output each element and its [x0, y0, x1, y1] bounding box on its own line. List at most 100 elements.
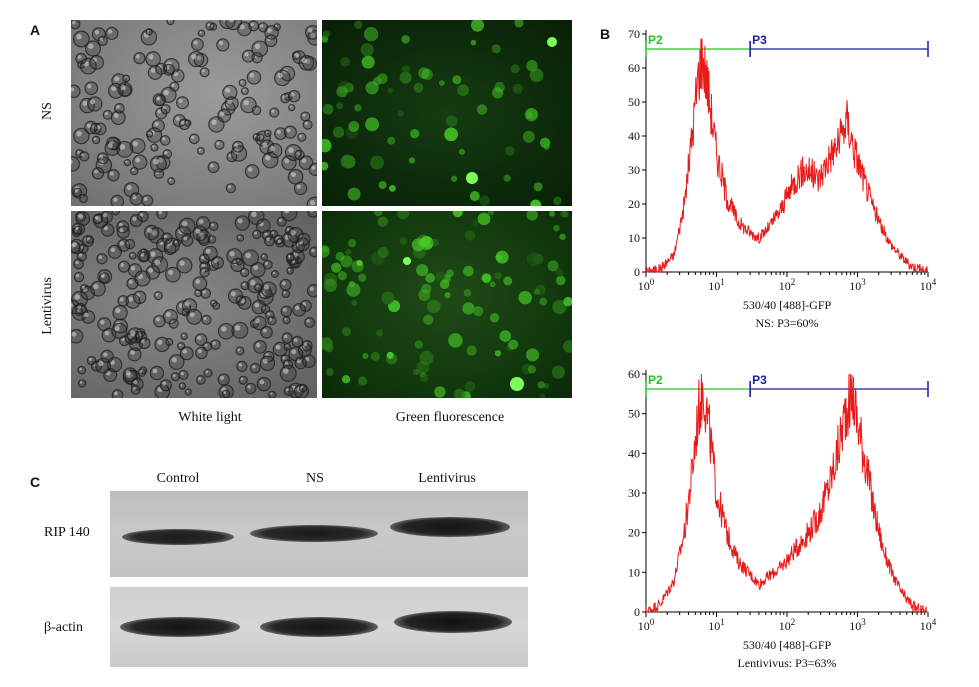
fluor-cell [499, 330, 512, 342]
fluor-cell [322, 103, 334, 115]
fluor-cell [448, 333, 463, 348]
x-tick-label: 101 [708, 617, 725, 633]
cell-highlight [93, 137, 97, 141]
cell-highlight [240, 80, 243, 84]
fluor-cell [354, 104, 362, 112]
fluor-cell [470, 39, 477, 46]
cell-highlight [115, 308, 121, 314]
fluor-cell [489, 281, 496, 288]
y-tick-label: 60 [628, 367, 640, 381]
cell-mark [246, 70, 262, 85]
cell-mark [75, 52, 88, 65]
cell-highlight [148, 267, 154, 273]
cell-highlight [168, 20, 171, 22]
cell-highlight [290, 92, 295, 97]
cell-highlight [255, 342, 261, 348]
cell-mark [203, 368, 213, 378]
micrograph-white-light-ns [71, 20, 317, 206]
cell-highlight [230, 291, 236, 297]
cell-mark [75, 302, 87, 315]
cell-highlight [199, 31, 202, 34]
cell-highlight [205, 370, 209, 374]
fluor-cell [489, 313, 500, 323]
lane-label-ns: NS [306, 471, 324, 486]
cell-highlight [216, 141, 220, 146]
cell-highlight [278, 218, 282, 222]
cell-highlight [213, 258, 218, 263]
cell-mark [276, 216, 287, 227]
fluor-cell [423, 314, 434, 325]
cell-mark [92, 213, 103, 225]
cell-mark [202, 341, 213, 352]
fluor-cell [526, 211, 538, 221]
gate-label-p3: P3 [752, 373, 767, 387]
cell-highlight [180, 372, 184, 376]
fluor-cell [508, 339, 519, 350]
cell-highlight [282, 95, 286, 99]
cell-highlight [281, 281, 286, 286]
cell-mark [190, 37, 204, 51]
fluor-cell [543, 383, 549, 389]
cell-highlight [304, 121, 308, 125]
cell-highlight [183, 236, 188, 241]
cell-highlight [283, 368, 289, 374]
y-tick-label: 40 [628, 129, 640, 143]
cell-mark [112, 304, 128, 321]
fluor-cell [530, 199, 542, 206]
cell-highlight [103, 226, 109, 231]
cell-mark [253, 340, 267, 354]
cell-mark [172, 238, 181, 247]
cell-highlight [172, 374, 176, 377]
fluor-cell [336, 86, 348, 98]
cell-mark [216, 38, 230, 52]
cell-mark [197, 29, 206, 37]
cell-highlight [218, 41, 224, 46]
cell-highlight [94, 169, 99, 174]
cell-highlight [175, 116, 180, 121]
cell-mark [129, 214, 143, 228]
fluor-cell [444, 127, 458, 142]
fluor-cell [414, 340, 423, 349]
cell-mark [100, 211, 113, 224]
cell-mark [261, 151, 279, 169]
white-light-lentivirus-cells [71, 211, 317, 398]
cell-mark [301, 339, 313, 352]
cell-mark [154, 94, 166, 106]
cell-highlight [155, 293, 159, 296]
cell-highlight [198, 148, 202, 152]
fluor-cell [525, 108, 538, 121]
bright-fluor-cell [466, 172, 478, 184]
histogram-series-0 [645, 373, 928, 613]
cell-highlight [262, 254, 265, 258]
cell-mark [244, 164, 260, 179]
cell-mark [300, 111, 311, 122]
row-label-ns: NS [40, 102, 55, 120]
cell-highlight [296, 151, 300, 156]
cell-highlight [284, 158, 290, 164]
cell-highlight [154, 259, 161, 266]
fluor-cell [514, 20, 524, 28]
cell-highlight [265, 131, 268, 134]
fluor-cell [522, 130, 535, 143]
cell-mark [170, 372, 180, 382]
fluor-cell [348, 120, 360, 132]
cell-highlight [143, 32, 150, 38]
cell-highlight [171, 357, 177, 363]
fluor-cell [374, 211, 383, 217]
fluor-cell [421, 68, 433, 81]
fluor-cell [331, 262, 342, 273]
cell-highlight [290, 172, 296, 178]
x-tick-label: 102 [779, 277, 796, 293]
cell-mark [117, 81, 133, 98]
fluor-cell [370, 155, 384, 170]
cell-highlight [130, 266, 136, 271]
cell-mark [263, 129, 272, 138]
cell-highlight [254, 43, 261, 50]
cell-mark [186, 308, 203, 325]
fluor-cell [337, 271, 348, 281]
cell-highlight [262, 328, 267, 333]
cell-highlight [263, 284, 270, 290]
white-light-ns-cells [71, 20, 317, 206]
cell-highlight [162, 106, 166, 110]
cell-mark [122, 74, 131, 83]
